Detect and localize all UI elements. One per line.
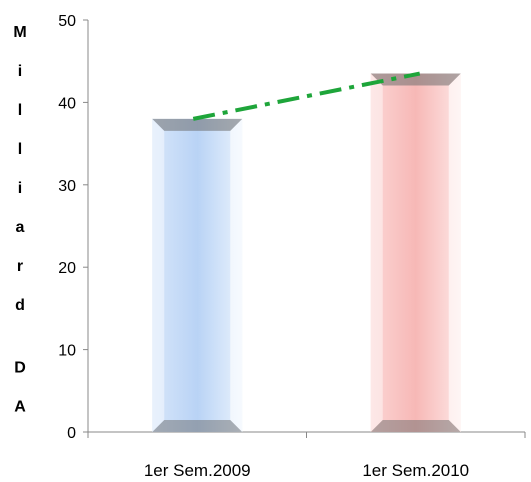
y-axis-label-char: r: [17, 258, 23, 275]
y-axis: 0 10 20 30 40 50: [58, 13, 89, 442]
trendline: [192, 71, 421, 121]
y-axis-label-char: A: [14, 398, 26, 415]
y-axis-label-char: i: [18, 180, 22, 197]
y-axis-label: Mi l l i a r d D A: [13, 24, 26, 415]
bar-bevel-top: [370, 73, 461, 86]
bar-bevel-bottom: [370, 420, 461, 432]
bar-bevel-left: [370, 73, 383, 432]
bar: [370, 73, 461, 432]
y-tick-label: 0: [67, 425, 76, 442]
bar-bevel-right: [448, 73, 461, 432]
bar: [152, 118, 243, 432]
bar-face: [152, 118, 243, 432]
y-tick-label: 20: [58, 260, 76, 277]
bar-bevel-right: [230, 118, 243, 432]
trendline-dash-dot: [192, 71, 421, 121]
bar-bevel-left: [152, 118, 165, 432]
bar-bevel-top: [152, 118, 243, 131]
bar-face: [370, 73, 461, 432]
y-tick-label: 40: [58, 95, 76, 112]
y-tick-label: 10: [58, 343, 76, 360]
y-tick-label: 30: [58, 178, 76, 195]
y-axis-label-char: l: [18, 141, 22, 158]
x-axis: 1er Sem.2009 1er Sem.2010: [87, 431, 526, 480]
y-axis-label-char: i: [18, 63, 22, 80]
bar-bevel-bottom: [152, 420, 243, 432]
y-axis-label-char: D: [14, 359, 26, 376]
x-tick-label: 1er Sem.2010: [362, 461, 469, 480]
bars: [152, 73, 461, 432]
x-tick-label: 1er Sem.2009: [144, 461, 251, 480]
y-axis-label-char: l: [18, 102, 22, 119]
y-axis-label-char: M: [13, 24, 26, 41]
y-tick-label: 50: [58, 13, 76, 30]
y-axis-label-char: d: [15, 297, 25, 314]
y-axis-label-char: a: [16, 219, 25, 236]
